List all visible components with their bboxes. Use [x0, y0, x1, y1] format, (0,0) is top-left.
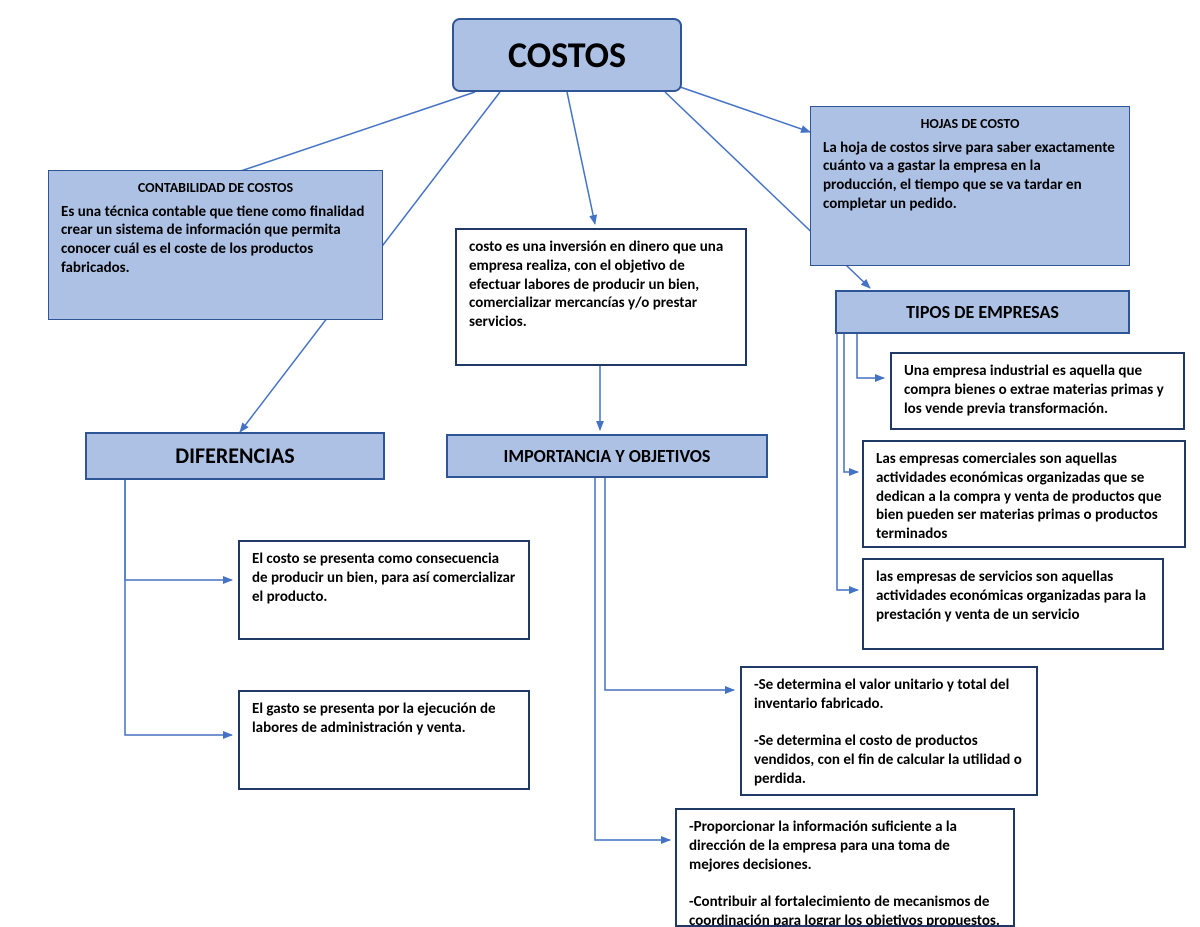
diferencias-title: DIFERENCIAS — [175, 442, 294, 470]
connector-root-definicion — [567, 92, 595, 224]
node-empresa-industrial: Una empresa industrial es aquella que co… — [890, 352, 1185, 430]
hojas-body: La hoja de costos sirve para saber exact… — [823, 139, 1117, 214]
node-tipos-de-empresas: TIPOS DE EMPRESAS — [835, 290, 1130, 334]
dif1-body: El costo se presenta como consecuencia d… — [252, 550, 516, 606]
node-root-costos: COSTOS — [452, 18, 682, 92]
node-diferencia-costo: El costo se presenta como consecuencia d… — [238, 540, 530, 640]
node-empresa-comercial: Las empresas comerciales son aquellas ac… — [862, 440, 1186, 548]
tipos-title: TIPOS DE EMPRESAS — [906, 301, 1059, 324]
node-importancia-informacion: -Proporcionar la información suficiente … — [675, 808, 1015, 927]
node-diferencias: DIFERENCIAS — [85, 432, 385, 480]
node-importancia-y-objetivos: IMPORTANCIA Y OBJETIVOS — [446, 434, 768, 478]
node-contabilidad-de-costos: CONTABILIDAD DE COSTOS Es una técnica co… — [48, 170, 383, 320]
connector-tipos-branch1 — [857, 334, 884, 378]
contabilidad-title: CONTABILIDAD DE COSTOS — [61, 179, 370, 197]
node-definicion-costo: costo es una inversión en dinero que una… — [455, 228, 747, 366]
node-importancia-valor-unitario: -Se determina el valor unitario y total … — [740, 666, 1038, 796]
connector-imp-branch1 — [605, 478, 734, 690]
connector-root-contabilidad — [220, 92, 475, 178]
importancia-title: IMPORTANCIA Y OBJETIVOS — [504, 445, 711, 468]
connector-tipos-branch3 — [837, 334, 858, 590]
hojas-title: HOJAS DE COSTO — [823, 115, 1117, 133]
dif2-body: El gasto se presenta por la ejecución de… — [252, 700, 516, 738]
tipo3-body: las empresas de servicios son aquellas a… — [876, 568, 1150, 624]
imp2-body: -Proporcionar la información suficiente … — [689, 818, 1001, 927]
connector-imp-branch2 — [595, 478, 670, 840]
definicion-body: costo es una inversión en dinero que una… — [469, 238, 733, 332]
connector-root-hojas — [660, 80, 810, 132]
tipo2-body: Las empresas comerciales son aquellas ac… — [876, 450, 1172, 544]
connector-tipos-branch2 — [844, 334, 858, 472]
root-title: COSTOS — [508, 33, 626, 78]
connector-dif-branch1 — [125, 480, 232, 580]
imp1-body: -Se determina el valor unitario y total … — [754, 676, 1024, 789]
node-empresa-servicios: las empresas de servicios son aquellas a… — [862, 558, 1164, 650]
node-hojas-de-costo: HOJAS DE COSTO La hoja de costos sirve p… — [810, 106, 1130, 266]
contabilidad-body: Es una técnica contable que tiene como f… — [61, 203, 370, 278]
connector-dif-branch2 — [125, 480, 232, 735]
concept-map-stage: COSTOS CONTABILIDAD DE COSTOS Es una téc… — [0, 0, 1200, 927]
tipo1-body: Una empresa industrial es aquella que co… — [904, 362, 1171, 418]
node-diferencia-gasto: El gasto se presenta por la ejecución de… — [238, 690, 530, 790]
